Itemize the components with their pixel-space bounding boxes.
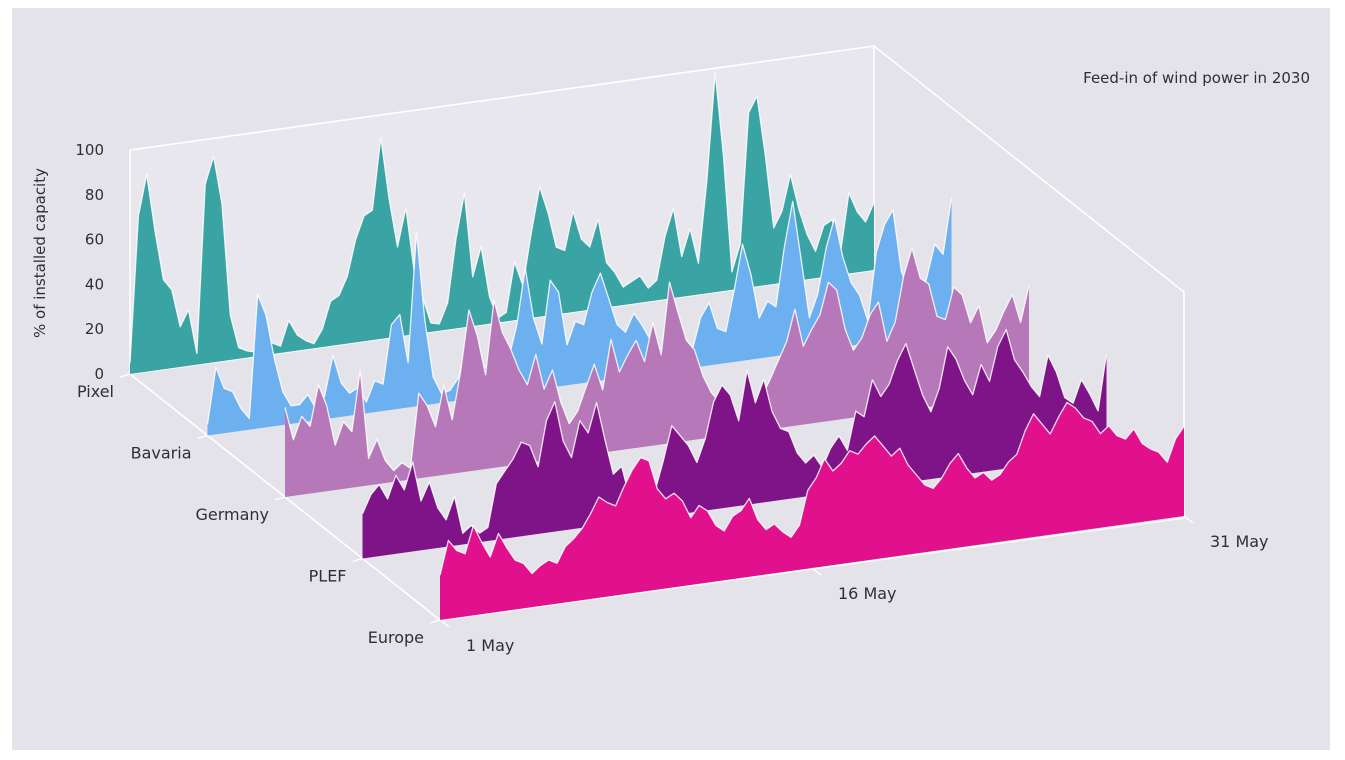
axis-layer: Pixel Bavaria Germany PLEF Europe 0 20 40 60 80 10…	[75, 141, 1268, 655]
chart-title: Feed-in of wind power in 2030	[1083, 69, 1310, 87]
series-tick-pixel	[119, 373, 131, 378]
y-tick-label-100: 100	[75, 141, 104, 159]
x-tick-label-16-may: 16 May	[838, 584, 897, 603]
series-tick-europe	[429, 619, 441, 624]
series-label-europe: Europe	[368, 628, 424, 647]
y-axis-label: % of installed capacity	[31, 168, 49, 338]
y-tick-label-0: 0	[94, 365, 104, 383]
series-label-germany: Germany	[195, 505, 269, 524]
series-area-plef	[362, 329, 1107, 559]
x-tick-label-31-may: 31 May	[1210, 532, 1269, 551]
x-tick-31-may	[1183, 515, 1194, 524]
series-layer	[129, 72, 1185, 620]
x-tick-1-may	[439, 619, 450, 628]
y-tick-label-80: 80	[85, 186, 104, 204]
y-tick-label-60: 60	[85, 231, 104, 249]
x-tick-label-1-may: 1 May	[466, 636, 514, 655]
series-tick-bavaria	[197, 434, 208, 440]
series-area-pixel	[130, 72, 874, 374]
series-label-bavaria: Bavaria	[131, 444, 192, 463]
series-tick-germany	[274, 496, 286, 501]
chart-panel: Pixel Bavaria Germany PLEF Europe 0 20 40 60 80 10…	[12, 8, 1330, 750]
series-label-plef: PLEF	[309, 567, 347, 586]
y-tick-label-20: 20	[85, 320, 104, 338]
series-outline-europe	[439, 401, 1185, 576]
series-area-bavaria	[207, 197, 952, 436]
series-outline-germany	[284, 247, 1030, 472]
series-outline-bavaria	[206, 197, 953, 425]
y-tick-label-40: 40	[85, 275, 104, 293]
series-tick-plef	[352, 557, 363, 563]
series-outline-plef	[361, 328, 1108, 534]
series-area-europe	[440, 402, 1184, 620]
chart-svg: Pixel Bavaria Germany PLEF Europe 0 20 40 60 80 10…	[31, 45, 1310, 655]
series-area-germany	[285, 248, 1029, 497]
x-tick-16-may	[811, 567, 822, 576]
series-label-pixel: Pixel	[77, 382, 114, 401]
